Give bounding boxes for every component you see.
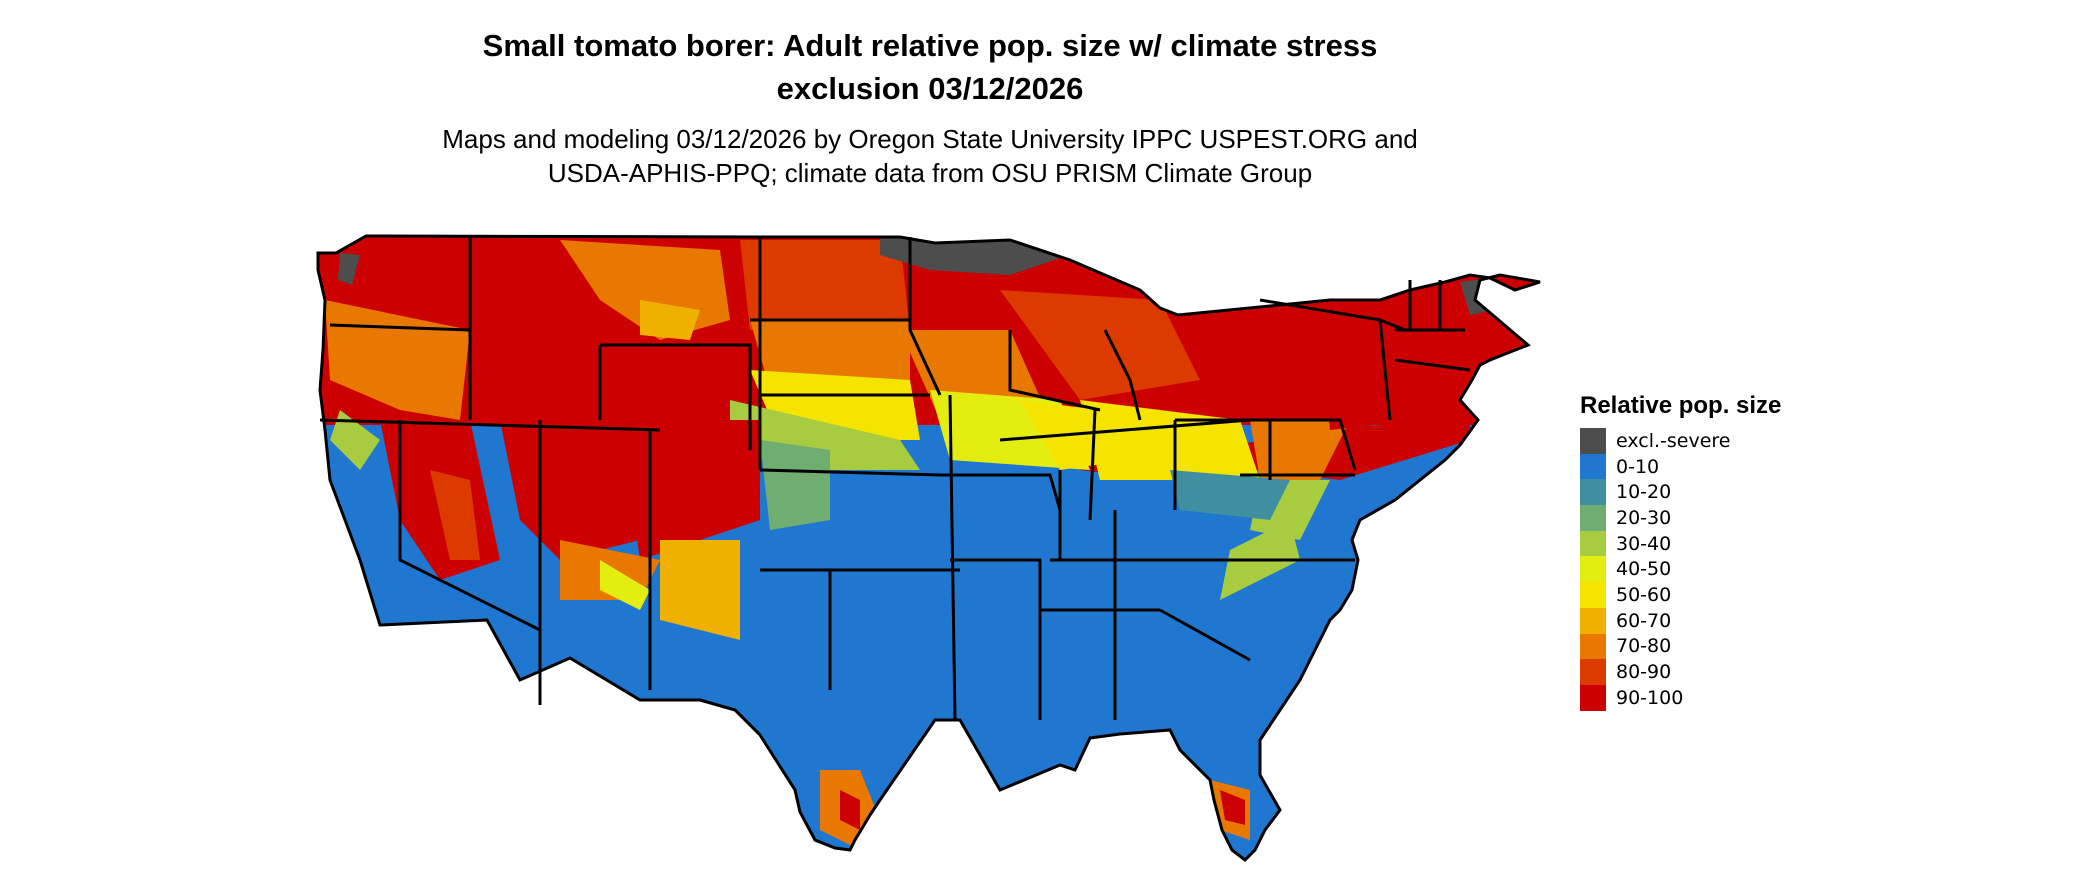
legend-item: 50-60 <box>1580 582 1880 608</box>
legend-label: 20-30 <box>1616 506 1672 529</box>
legend-swatch <box>1580 479 1606 506</box>
legend-item: 80-90 <box>1580 659 1880 685</box>
legend-swatch <box>1580 633 1606 660</box>
legend-label: 30-40 <box>1616 532 1672 555</box>
legend-item: 70-80 <box>1580 633 1880 660</box>
legend-label: excl.-severe <box>1616 429 1731 452</box>
legend-item: 0-10 <box>1580 453 1880 480</box>
legend-label: 50-60 <box>1616 583 1672 606</box>
legend-label: 0-10 <box>1616 455 1660 478</box>
legend-item: 40-50 <box>1580 556 1880 583</box>
legend-item: 30-40 <box>1580 530 1880 557</box>
legend-swatch <box>1580 530 1606 557</box>
map-subtitle: Maps and modeling 03/12/2026 by Oregon S… <box>330 122 1530 190</box>
legend-label: 80-90 <box>1616 661 1672 684</box>
legend-item: 90-100 <box>1580 684 1880 711</box>
subtitle-line-1: Maps and modeling 03/12/2026 by Oregon S… <box>442 124 1418 154</box>
title-line-2: exclusion 03/12/2026 <box>776 71 1084 106</box>
legend-swatch <box>1580 428 1606 454</box>
legend-swatch <box>1580 556 1606 583</box>
legend-swatch <box>1580 453 1606 480</box>
legend-label: 90-100 <box>1616 686 1684 709</box>
legend-item: 20-30 <box>1580 505 1880 531</box>
legend-swatch <box>1580 607 1606 634</box>
legend-item: excl.-severe <box>1580 428 1880 454</box>
legend-swatch <box>1580 505 1606 531</box>
us-map <box>316 234 1541 862</box>
legend-item: 60-70 <box>1580 607 1880 634</box>
legend-swatch <box>1580 582 1606 608</box>
legend-items: excl.-severe 0-10 10-20 20-30 30-40 40-50 50-6… <box>1580 428 1880 711</box>
title-line-1: Small tomato borer: Adult relative pop. … <box>482 28 1378 63</box>
map-title: Small tomato borer: Adult relative pop. … <box>330 24 1530 110</box>
legend-label: 10-20 <box>1616 481 1672 504</box>
legend-swatch <box>1580 684 1606 711</box>
legend-swatch <box>1580 659 1606 685</box>
legend-title: Relative pop. size <box>1580 392 1782 419</box>
legend-label: 60-70 <box>1616 609 1672 632</box>
legend-label: 40-50 <box>1616 558 1672 581</box>
legend-label: 70-80 <box>1616 635 1672 658</box>
legend-item: 10-20 <box>1580 479 1880 506</box>
subtitle-line-2: USDA-APHIS-PPQ; climate data from OSU PR… <box>547 158 1313 188</box>
legend: Relative pop. size excl.-severe 0-10 10-20… <box>1580 392 1880 711</box>
